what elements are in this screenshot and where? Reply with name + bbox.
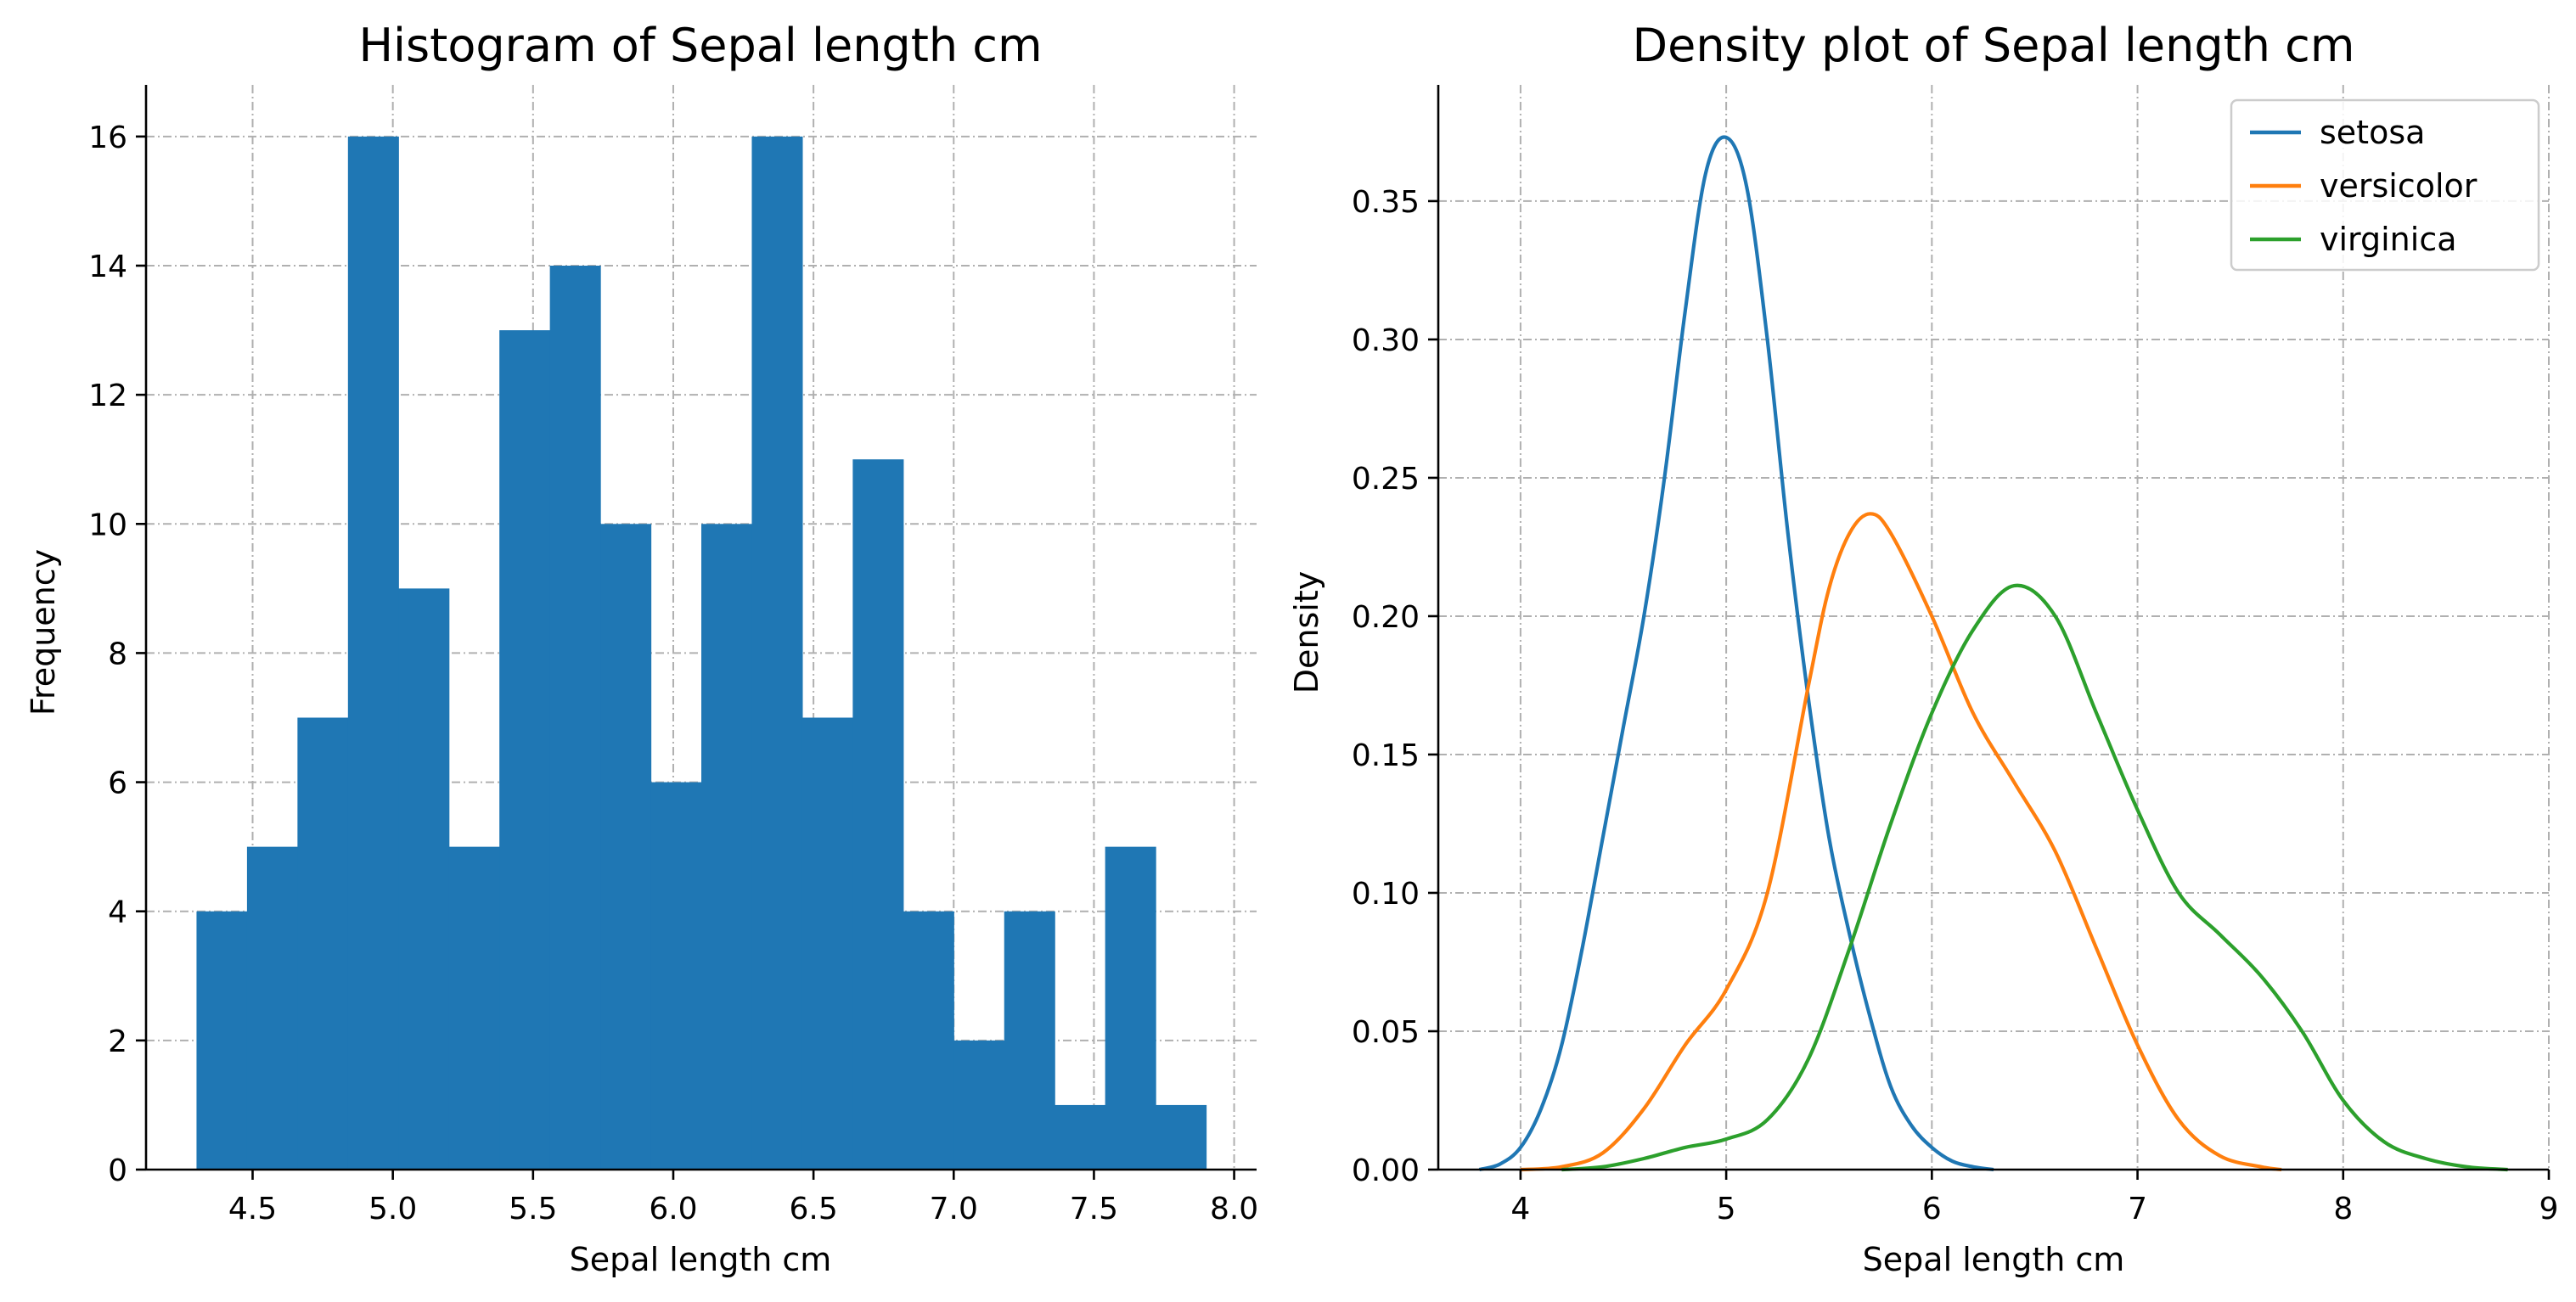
histogram-y-tick-label: 6 bbox=[108, 766, 127, 801]
density-lines bbox=[1478, 135, 2508, 1172]
density-x-tick-label: 6 bbox=[1922, 1192, 1942, 1226]
histogram-title: Histogram of Sepal length cm bbox=[358, 19, 1042, 72]
histogram-bar bbox=[347, 136, 399, 1170]
density-x-tick-label: 7 bbox=[2128, 1192, 2147, 1226]
density-x-tick-label: 9 bbox=[2539, 1192, 2559, 1226]
legend-frame bbox=[2230, 98, 2540, 272]
density-y-tick-label: 0.35 bbox=[1352, 185, 1420, 220]
density-y-tick-label: 0.15 bbox=[1352, 738, 1420, 773]
histogram-panel: 4.5 5.0 5.5 6.0 6.5 7.0 7.5 8.0 0 2 4 6 8 10 12 14 16 Hi… bbox=[25, 19, 1258, 1278]
histogram-y-tick-label: 8 bbox=[108, 637, 127, 671]
histogram-bar bbox=[751, 136, 803, 1170]
histogram-x-tick-label: 4.5 bbox=[228, 1192, 277, 1226]
histogram-x-tick-label: 5.5 bbox=[509, 1192, 557, 1226]
density-line-versicolor bbox=[1520, 512, 2282, 1172]
histogram-bar bbox=[398, 588, 450, 1170]
density-axes: 4 5 6 7 8 9 0.00 0.05 0.10 0.15 0.20 0.25 0.30 0.35 bbox=[1352, 85, 2559, 1226]
density-panel: 4 5 6 7 8 9 0.00 0.05 0.10 0.15 0.20 0.25 0.30 0.35 D… bbox=[1288, 19, 2558, 1278]
histogram-bar bbox=[1156, 1104, 1207, 1170]
histogram-y-tick-label: 12 bbox=[88, 379, 127, 413]
density-line-virginica bbox=[1561, 583, 2508, 1172]
density-title: Density plot of Sepal length cm bbox=[1633, 19, 2355, 72]
histogram-x-tick-label: 7.0 bbox=[930, 1192, 978, 1226]
density-y-tick-label: 0.30 bbox=[1352, 323, 1420, 358]
density-y-tick-label: 0.00 bbox=[1352, 1153, 1420, 1188]
histogram-bar bbox=[650, 782, 702, 1170]
histogram-y-tick-label: 0 bbox=[108, 1153, 127, 1188]
histogram-bar bbox=[1055, 1104, 1106, 1170]
histogram-bar bbox=[448, 846, 500, 1170]
density-y-tick-label: 0.20 bbox=[1352, 600, 1420, 635]
density-x-tick-label: 8 bbox=[2333, 1192, 2353, 1226]
histogram-y-tick-label: 4 bbox=[108, 895, 127, 930]
histogram-x-tick-label: 6.5 bbox=[789, 1192, 837, 1226]
histogram-bar bbox=[246, 846, 298, 1170]
density-y-tick-label: 0.10 bbox=[1352, 877, 1420, 912]
legend-label-setosa: setosa bbox=[2320, 114, 2425, 151]
legend-label-versicolor: versicolor bbox=[2320, 167, 2478, 205]
histogram-x-tick-label: 8.0 bbox=[1210, 1192, 1258, 1226]
histogram-x-tick-label: 7.5 bbox=[1070, 1192, 1118, 1226]
histogram-bar bbox=[196, 911, 248, 1170]
density-line-setosa bbox=[1478, 135, 1994, 1172]
density-x-axis-label: Sepal length cm bbox=[1863, 1241, 2125, 1278]
histogram-bar bbox=[297, 717, 349, 1170]
histogram-y-tick-label: 10 bbox=[88, 508, 127, 542]
histogram-y-tick-label: 14 bbox=[88, 250, 127, 284]
histogram-bar bbox=[600, 524, 652, 1170]
histogram-bars bbox=[196, 136, 1207, 1170]
histogram-bar bbox=[1004, 911, 1055, 1170]
histogram-bar bbox=[801, 717, 853, 1170]
histogram-axes: 4.5 5.0 5.5 6.0 6.5 7.0 7.5 8.0 0 2 4 6 8 10 12 14 16 bbox=[88, 85, 1258, 1226]
histogram-y-tick-label: 2 bbox=[108, 1024, 127, 1059]
histogram-x-axis-label: Sepal length cm bbox=[570, 1241, 832, 1278]
density-y-tick-label: 0.25 bbox=[1352, 462, 1420, 497]
density-y-axis-label: Density bbox=[1288, 571, 1325, 693]
histogram-x-tick-label: 6.0 bbox=[649, 1192, 697, 1226]
density-legend: setosa versicolor virginica bbox=[2230, 98, 2540, 272]
legend-label-virginica: virginica bbox=[2320, 221, 2457, 258]
histogram-bar bbox=[852, 459, 904, 1170]
density-x-tick-label: 5 bbox=[1717, 1192, 1736, 1226]
histogram-y-axis-label: Frequency bbox=[25, 549, 62, 716]
histogram-bar bbox=[953, 1040, 1005, 1170]
density-y-tick-label: 0.05 bbox=[1352, 1015, 1420, 1050]
histogram-bar bbox=[549, 266, 601, 1170]
histogram-bar bbox=[499, 330, 551, 1170]
histogram-x-tick-label: 5.0 bbox=[368, 1192, 417, 1226]
histogram-y-tick-label: 16 bbox=[88, 121, 127, 155]
histogram-bar bbox=[701, 524, 753, 1170]
density-x-tick-label: 4 bbox=[1510, 1192, 1530, 1226]
histogram-bar bbox=[903, 911, 954, 1170]
histogram-bar bbox=[1105, 846, 1156, 1170]
